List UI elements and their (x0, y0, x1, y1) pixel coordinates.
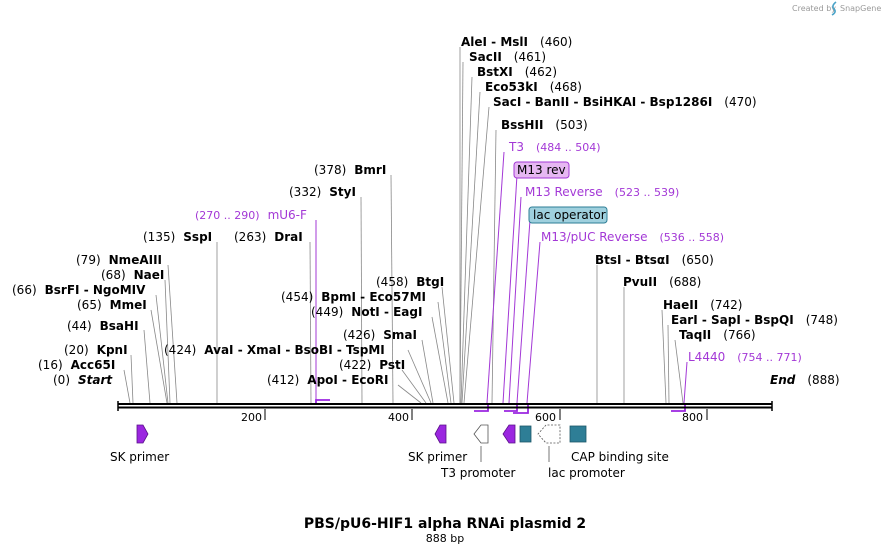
lac-promoter-arrow-icon (537, 424, 561, 444)
site-label: (16) Acc65I (38, 358, 115, 372)
site-label: (412) ApoI - EcoRI (267, 373, 388, 387)
site-label: (68) NaeI (101, 268, 164, 282)
site-label: (426) SmaI (343, 328, 417, 342)
sequence-length-label: 888 bp (426, 532, 464, 545)
primer-m13-rev: M13 rev (517, 163, 566, 177)
t3-promoter-label: T3 promoter (440, 466, 516, 480)
site-label: (454) BpmI - Eco57MI (281, 290, 426, 304)
primer-m13-puc-reverse: M13/pUC Reverse (536 .. 558) (541, 230, 724, 244)
sk-primer-left-arrow-icon (136, 424, 149, 444)
primer-leader-lines (315, 151, 688, 404)
primer-t3: T3 (484 .. 504) (508, 140, 601, 154)
primer-bracket-marks (315, 399, 686, 414)
site-label: (135) SspI (143, 230, 212, 244)
lac-operator-label: lac operator (533, 208, 606, 222)
site-label: (79) NmeAIII (76, 253, 162, 267)
sk-primer-right-arrow-icon (434, 424, 447, 444)
sk-primer-left-label: SK primer (110, 450, 169, 464)
restriction-sites: AleI - MslI (460) SacII (461) BstXI (462) E… (12, 35, 840, 387)
primer-arrow-icon (502, 424, 516, 444)
lac-promoter-label: lac promoter (548, 466, 625, 480)
t3-promoter-arrow-icon (473, 424, 489, 444)
site-label: (20) KpnI (64, 343, 128, 357)
site-label: HaeII (742) (663, 298, 743, 312)
site-label: SacI - BanII - BsiHKAI - Bsp1286I (470) (493, 95, 757, 109)
backbone-ticks: 200 400 600 800 (241, 409, 708, 424)
tick-label-200: 200 (241, 411, 262, 424)
site-label: (422) PstI (339, 358, 405, 372)
cap-binding-site-label: CAP binding site (571, 450, 669, 464)
site-label: (263) DraI (234, 230, 303, 244)
site-label: (332) StyI (289, 185, 356, 199)
tick-label-600: 600 (535, 411, 556, 424)
start-label: (0) Start (53, 373, 113, 387)
primers: T3 (484 .. 504) M13 rev M13 Reverse (523 .… (195, 140, 802, 364)
primer-m13-reverse: M13 Reverse (523 .. 539) (525, 185, 679, 199)
site-label: BssHII (503) (501, 118, 588, 132)
snapgene-logo-icon (831, 1, 837, 16)
site-label: (44) BsaHI (67, 319, 139, 333)
tick-label-800: 800 (682, 411, 703, 424)
end-label: End (888) (770, 373, 840, 387)
map-title: PBS/pU6-HIF1 alpha RNAi plasmid 2 (304, 516, 586, 532)
features: SK primer SK primer T3 promoter lac prom… (110, 424, 669, 480)
credit-brand: SnapGene (840, 4, 881, 13)
m13-rev-box (513, 161, 570, 179)
site-label: PvuII (688) (623, 275, 701, 289)
cap-binding-site-block-icon (569, 425, 587, 443)
lac-operator-block-icon (519, 425, 532, 443)
site-label: (65) MmeI (77, 298, 147, 312)
lac-operator-box (528, 206, 608, 224)
site-label: AleI - MslI (460) (461, 35, 572, 49)
site-label: BstXI (462) (477, 65, 557, 79)
primer-mu6-f: (270 .. 290) mU6-F (195, 208, 307, 222)
sk-primer-right-label: SK primer (408, 450, 467, 464)
site-label: Eco53kI (468) (485, 80, 582, 94)
site-label: (458) BtgI (376, 275, 444, 289)
credit-prefix: Created by (792, 4, 836, 13)
tick-label-400: 400 (388, 411, 409, 424)
site-label: (449) NotI - EagI (311, 305, 422, 319)
site-leader-lines (123, 47, 684, 404)
sequence-backbone (117, 401, 773, 411)
site-label: (378) BmrI (314, 163, 386, 177)
site-label: SacII (461) (469, 50, 546, 64)
site-label: (66) BsrFI - NgoMIV (12, 283, 146, 297)
site-label: TaqII (766) (679, 328, 756, 342)
site-label: (424) AvaI - XmaI - BsoBI - TspMI (164, 343, 385, 357)
primer-l4440: L4440 (754 .. 771) (688, 350, 802, 364)
site-label: BtsI - BtsαI (650) (595, 253, 714, 267)
site-label: EarI - SapI - BspQI (748) (671, 313, 838, 327)
